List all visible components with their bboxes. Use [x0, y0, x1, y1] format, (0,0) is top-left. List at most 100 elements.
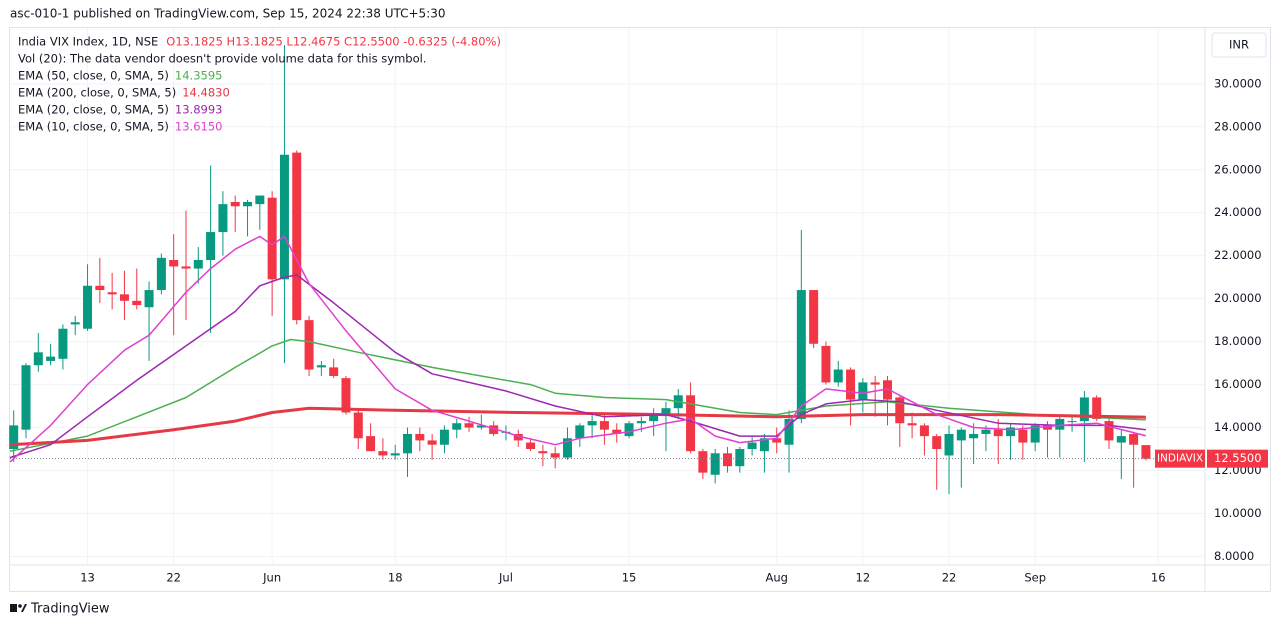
- candle-body: [907, 423, 917, 426]
- y-tick-label: 10.0000: [1214, 506, 1262, 520]
- candle-body: [956, 429, 966, 441]
- candle-body: [107, 292, 117, 295]
- y-tick-label: 8.0000: [1214, 549, 1254, 563]
- legend-value: 13.8993: [175, 103, 223, 117]
- candle-body: [70, 322, 80, 325]
- chart-frame: [9, 27, 1271, 592]
- candle-body: [575, 425, 585, 439]
- candle-body: [1055, 418, 1065, 430]
- candle-body: [772, 438, 782, 443]
- x-tick-label: 22: [942, 571, 957, 585]
- y-tick-label: 28.0000: [1214, 119, 1262, 133]
- legend-name: EMA (20, close, 0, SMA, 5): [18, 103, 169, 117]
- footer-brand: TradingView: [30, 602, 110, 617]
- candle-body: [1141, 445, 1151, 459]
- x-tick-label: Jul: [498, 571, 513, 585]
- candle-body: [9, 425, 19, 450]
- candle-body: [735, 449, 745, 467]
- candle-body: [599, 421, 609, 430]
- y-tick-label: 18.0000: [1214, 334, 1262, 348]
- candle-body: [366, 436, 376, 452]
- candle-body: [612, 429, 622, 434]
- candle-body: [353, 412, 363, 439]
- y-tick-label: 20.0000: [1214, 291, 1262, 305]
- candle-body: [304, 320, 314, 370]
- candle-body: [230, 201, 240, 207]
- candle-body: [83, 285, 93, 329]
- price-tag-text: 12.5500: [1214, 451, 1262, 465]
- candle-body: [821, 345, 831, 383]
- candle-body: [649, 414, 659, 422]
- candle-body: [156, 257, 166, 291]
- y-tick-label: 16.0000: [1214, 377, 1262, 391]
- candle-body: [858, 382, 868, 400]
- candle-body: [95, 285, 105, 291]
- candle-body: [661, 408, 671, 415]
- candle-body: [427, 440, 437, 445]
- symbol-tag: [1155, 449, 1205, 468]
- candle-body: [58, 328, 68, 359]
- candle-body: [439, 429, 449, 445]
- candle-body: [870, 382, 880, 385]
- ohlc-values: O13.1825 H13.1825 L12.4675 C12.5500 -0.6…: [166, 35, 501, 49]
- candle-body: [809, 290, 819, 344]
- symbol-tag-text: INDIAVIX: [1157, 453, 1203, 465]
- y-tick-label: 26.0000: [1214, 162, 1262, 176]
- price-tag: [1207, 449, 1268, 468]
- plot-area: [9, 45, 1151, 495]
- candle-body: [132, 300, 142, 306]
- volume-note: Vol (20): The data vendor doesn't provid…: [18, 52, 426, 66]
- candle-body: [759, 438, 769, 452]
- legend-value: 13.6150: [175, 120, 223, 134]
- candle-body: [267, 197, 277, 280]
- candle-body: [464, 423, 474, 428]
- candle-body: [1092, 397, 1102, 419]
- candle-body: [722, 453, 732, 467]
- footer-logo: [10, 604, 27, 612]
- candle-body: [993, 429, 1003, 437]
- candle-body: [243, 201, 253, 207]
- currency[interactable]: INR: [1229, 38, 1249, 52]
- currency-box[interactable]: [1211, 32, 1267, 58]
- x-tick-label: 22: [166, 571, 181, 585]
- candle-body: [686, 395, 696, 452]
- x-tick-label: Sep: [1024, 571, 1046, 585]
- candle-body: [1006, 427, 1016, 437]
- x-tick-label: 13: [80, 571, 95, 585]
- publish-header: asc-010-1 published on TradingView.com, …: [10, 7, 446, 21]
- candle-body: [846, 369, 856, 400]
- candle-body: [292, 152, 302, 321]
- y-tick-label: 14.0000: [1214, 420, 1262, 434]
- candle-body: [563, 438, 573, 458]
- x-tick-label: 18: [388, 571, 403, 585]
- candle-body: [181, 266, 191, 269]
- legend-value: 14.3595: [175, 69, 223, 83]
- candle-body: [415, 433, 425, 441]
- candle-body: [919, 425, 929, 437]
- x-tick-label: 16: [1151, 571, 1166, 585]
- candle-body: [378, 451, 388, 456]
- legend-value: 14.4830: [182, 86, 230, 100]
- candle-body: [21, 365, 31, 430]
- x-tick-label: 15: [622, 571, 637, 585]
- candle-body: [119, 294, 129, 301]
- candle-body: [538, 451, 548, 454]
- candle-body: [452, 423, 462, 430]
- y-tick-label: 30.0000: [1214, 76, 1262, 90]
- candle-body: [895, 397, 905, 424]
- candle-body: [1030, 425, 1040, 443]
- legend-name: EMA (10, close, 0, SMA, 5): [18, 120, 169, 134]
- y-tick-label: 24.0000: [1214, 205, 1262, 219]
- candle-body: [710, 453, 720, 475]
- candle-body: [636, 421, 646, 424]
- candle-body: [833, 369, 843, 383]
- legend-name: EMA (200, close, 0, SMA, 5): [18, 86, 176, 100]
- candle-body: [932, 436, 942, 450]
- candle-body: [390, 453, 400, 456]
- ema-line: [9, 338, 1146, 452]
- candle-body: [513, 433, 523, 441]
- candle-body: [526, 442, 536, 450]
- x-tick-label: Jun: [262, 571, 281, 585]
- y-tick-label: 22.0000: [1214, 248, 1262, 262]
